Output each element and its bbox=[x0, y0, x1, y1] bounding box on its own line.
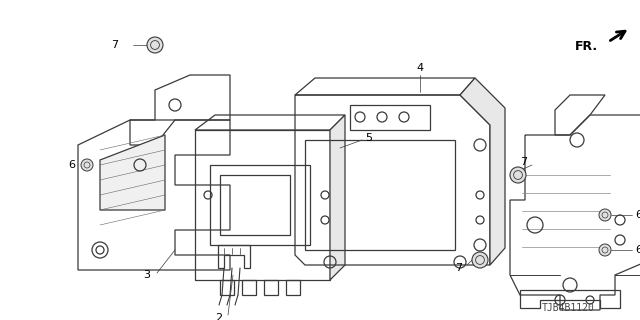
Circle shape bbox=[472, 252, 488, 268]
Text: 7: 7 bbox=[111, 40, 118, 50]
Text: TJB4B1120: TJB4B1120 bbox=[542, 303, 595, 313]
Text: 7: 7 bbox=[520, 157, 527, 167]
Text: 3: 3 bbox=[143, 270, 150, 280]
Text: 6: 6 bbox=[68, 160, 76, 170]
Circle shape bbox=[81, 159, 93, 171]
Text: 5: 5 bbox=[365, 133, 372, 143]
Text: 4: 4 bbox=[417, 63, 424, 73]
Text: FR.: FR. bbox=[575, 39, 598, 52]
Text: 7: 7 bbox=[455, 263, 462, 273]
Circle shape bbox=[599, 244, 611, 256]
Text: 6: 6 bbox=[635, 210, 640, 220]
Circle shape bbox=[510, 167, 526, 183]
Text: 6: 6 bbox=[635, 245, 640, 255]
Polygon shape bbox=[460, 78, 505, 265]
Circle shape bbox=[599, 209, 611, 221]
Text: 2: 2 bbox=[215, 313, 222, 320]
Polygon shape bbox=[100, 135, 165, 210]
Circle shape bbox=[147, 37, 163, 53]
Polygon shape bbox=[330, 115, 345, 280]
